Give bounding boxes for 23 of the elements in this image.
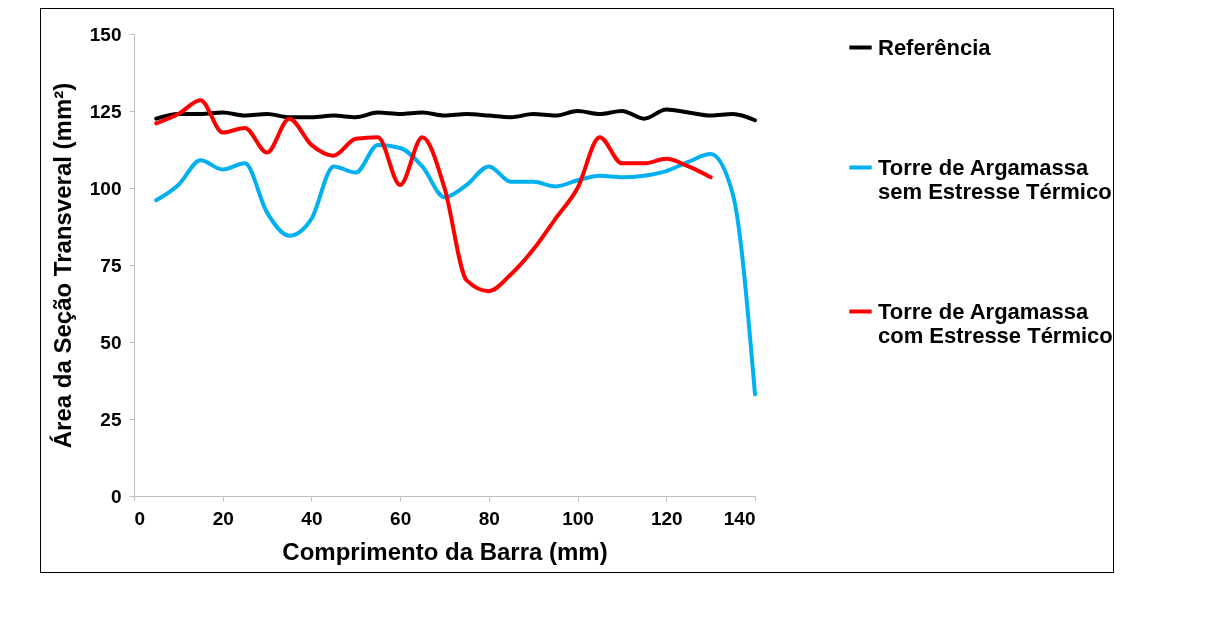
line-series bbox=[154, 107, 757, 123]
x-tick-label: 60 bbox=[390, 507, 412, 529]
line-series bbox=[154, 98, 713, 294]
x-tick-label: 100 bbox=[562, 507, 594, 529]
x-tick-label: 140 bbox=[723, 507, 756, 529]
x-tick-label: 80 bbox=[478, 507, 500, 529]
x-tick-label: 0 bbox=[134, 507, 146, 529]
x-tick-label: 120 bbox=[650, 507, 683, 529]
legend-label: Torre de Argamassa com Estresse Térmico bbox=[878, 298, 1113, 348]
y-tick-label: 75 bbox=[100, 254, 122, 276]
y-tick-label: 125 bbox=[89, 100, 122, 122]
legend-label: Torre de Argamassa sem Estresse Térmico bbox=[878, 154, 1112, 204]
line-series bbox=[154, 142, 757, 397]
x-tick-label: 40 bbox=[301, 507, 323, 529]
x-tick-label: 20 bbox=[212, 507, 234, 529]
y-tick-label: 50 bbox=[100, 331, 122, 353]
y-axis-title: Área da Seção Transveral (mm²) bbox=[48, 82, 76, 449]
y-tick-label: 150 bbox=[89, 23, 122, 45]
y-tick-label: 25 bbox=[100, 408, 122, 430]
legend-label: Referência bbox=[878, 34, 992, 60]
x-axis-title: Comprimento da Barra (mm) bbox=[282, 537, 608, 565]
y-tick-label: 100 bbox=[89, 177, 122, 199]
y-tick-label: 0 bbox=[110, 485, 122, 507]
